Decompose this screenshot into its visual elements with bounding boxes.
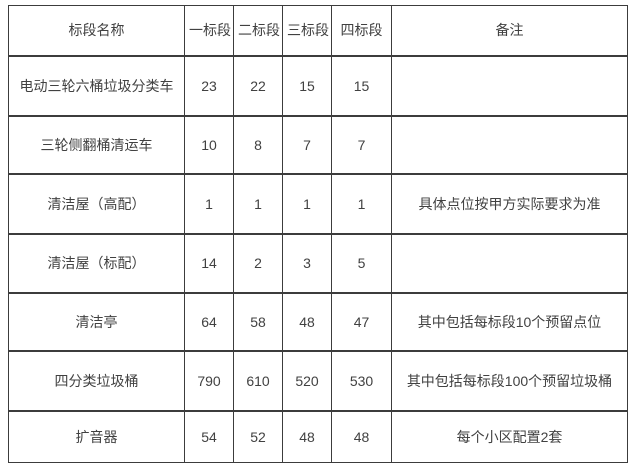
qty-cell-section-3: 1: [282, 173, 332, 234]
item-name-cell: 三轮侧翻桶清运车: [8, 115, 185, 174]
qty-cell-section-4: 530: [331, 350, 392, 411]
remarks-cell: [391, 233, 628, 293]
qty-cell-section-1: 23: [184, 55, 234, 116]
table-row: 扩音器 54 52 48 48 每个小区配置2套: [8, 410, 628, 463]
header-cell-section-1: 一标段: [184, 5, 234, 56]
item-name-cell: 清洁屋（高配）: [8, 173, 185, 234]
qty-cell-section-1: 1: [184, 173, 234, 234]
qty-cell-section-2: 58: [233, 292, 283, 351]
item-name-cell: 清洁屋（标配）: [8, 233, 185, 293]
qty-cell-section-4: 1: [331, 173, 392, 234]
remarks-cell: [391, 55, 628, 116]
item-name-cell: 扩音器: [8, 410, 185, 463]
qty-cell-section-2: 22: [233, 55, 283, 116]
qty-cell-section-3: 7: [282, 115, 332, 174]
qty-cell-section-2: 8: [233, 115, 283, 174]
bid-sections-table-container: 标段名称 一标段 二标段 三标段 四标段 备注 电动三轮六桶垃圾分类车 23 2…: [8, 5, 628, 463]
qty-cell-section-1: 14: [184, 233, 234, 293]
table-header-row: 标段名称 一标段 二标段 三标段 四标段 备注: [8, 5, 628, 56]
qty-cell-section-3: 15: [282, 55, 332, 116]
bid-sections-allocation-table: 标段名称 一标段 二标段 三标段 四标段 备注 电动三轮六桶垃圾分类车 23 2…: [8, 5, 628, 463]
item-name-cell: 清洁亭: [8, 292, 185, 351]
qty-cell-section-2: 1: [233, 173, 283, 234]
qty-cell-section-1: 54: [184, 410, 234, 463]
qty-cell-section-2: 610: [233, 350, 283, 411]
item-name-cell: 电动三轮六桶垃圾分类车: [8, 55, 185, 116]
remarks-cell: 其中包括每标段10个预留点位: [391, 292, 628, 351]
qty-cell-section-4: 47: [331, 292, 392, 351]
header-cell-section-2: 二标段: [233, 5, 283, 56]
remarks-cell: 具体点位按甲方实际要求为准: [391, 173, 628, 234]
remarks-cell: 其中包括每标段100个预留垃圾桶: [391, 350, 628, 411]
table-row: 清洁屋（标配） 14 2 3 5: [8, 233, 628, 293]
qty-cell-section-1: 10: [184, 115, 234, 174]
qty-cell-section-4: 48: [331, 410, 392, 463]
qty-cell-section-3: 3: [282, 233, 332, 293]
table-row: 电动三轮六桶垃圾分类车 23 22 15 15: [8, 55, 628, 116]
remarks-cell: [391, 115, 628, 174]
header-cell-item-name: 标段名称: [8, 5, 185, 56]
header-cell-section-3: 三标段: [282, 5, 332, 56]
remarks-cell: 每个小区配置2套: [391, 410, 628, 463]
item-name-cell: 四分类垃圾桶: [8, 350, 185, 411]
qty-cell-section-1: 790: [184, 350, 234, 411]
table-row: 清洁亭 64 58 48 47 其中包括每标段10个预留点位: [8, 292, 628, 351]
qty-cell-section-3: 48: [282, 292, 332, 351]
table-row: 四分类垃圾桶 790 610 520 530 其中包括每标段100个预留垃圾桶: [8, 350, 628, 411]
qty-cell-section-4: 5: [331, 233, 392, 293]
qty-cell-section-3: 520: [282, 350, 332, 411]
table-row: 清洁屋（高配） 1 1 1 1 具体点位按甲方实际要求为准: [8, 173, 628, 234]
qty-cell-section-1: 64: [184, 292, 234, 351]
header-cell-remarks: 备注: [391, 5, 628, 56]
header-cell-section-4: 四标段: [331, 5, 392, 56]
table-row: 三轮侧翻桶清运车 10 8 7 7: [8, 115, 628, 174]
qty-cell-section-2: 2: [233, 233, 283, 293]
qty-cell-section-4: 7: [331, 115, 392, 174]
qty-cell-section-3: 48: [282, 410, 332, 463]
qty-cell-section-2: 52: [233, 410, 283, 463]
qty-cell-section-4: 15: [331, 55, 392, 116]
